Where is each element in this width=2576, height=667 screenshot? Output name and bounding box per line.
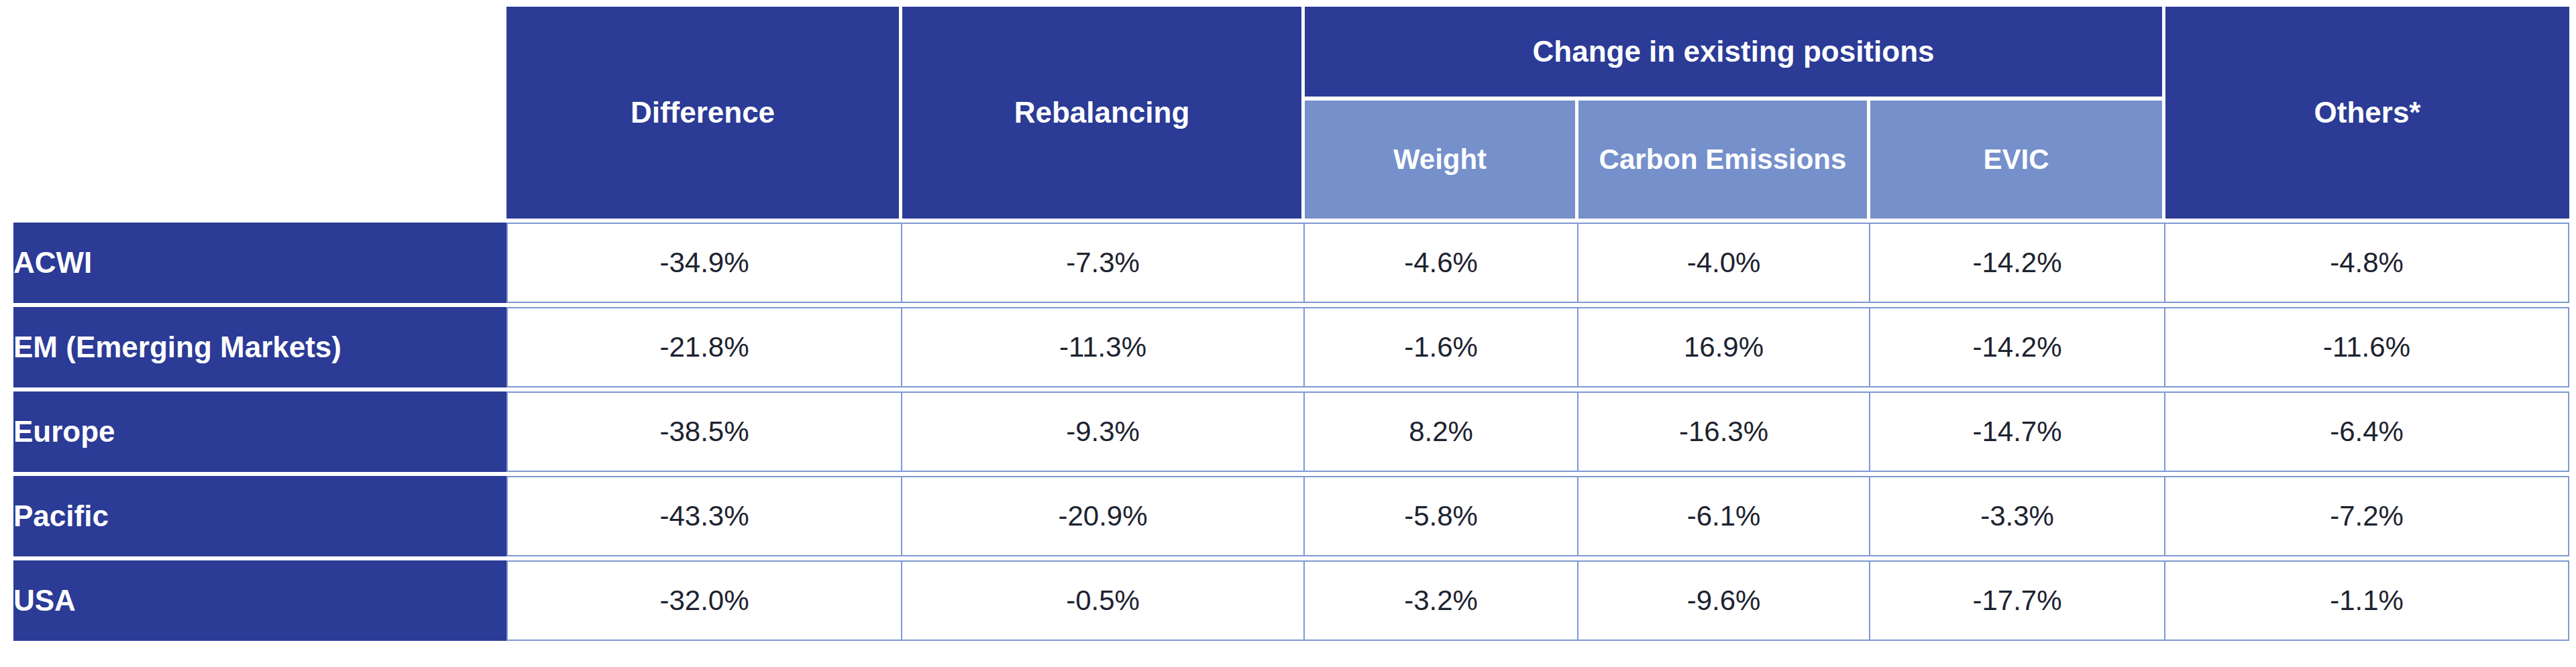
table-row-acwi: ACWI -34.9% -7.3% -4.6% -4.0% -14.2% -4.…: [13, 223, 2569, 303]
table-cell: -32.0%: [506, 560, 902, 641]
column-header-rebalancing: Rebalancing: [902, 7, 1305, 219]
table-container: Difference Rebalancing Change in existin…: [0, 0, 2576, 645]
table-cell: -3.3%: [1870, 476, 2165, 556]
table-cell: -16.3%: [1578, 391, 1870, 472]
column-header-difference: Difference: [506, 7, 902, 219]
row-header-europe: Europe: [13, 391, 506, 472]
table-cell: -9.3%: [902, 391, 1305, 472]
table-cell: -14.7%: [1870, 391, 2165, 472]
column-subheader-evic: EVIC: [1870, 101, 2165, 219]
table-cell: 16.9%: [1578, 307, 1870, 387]
table-row-pacific: Pacific -43.3% -20.9% -5.8% -6.1% -3.3% …: [13, 476, 2569, 556]
regions-change-table: Difference Rebalancing Change in existin…: [13, 3, 2569, 645]
table-row-usa: USA -32.0% -0.5% -3.2% -9.6% -17.7% -1.1…: [13, 560, 2569, 641]
table-cell: -20.9%: [902, 476, 1305, 556]
table-cell: -14.2%: [1870, 307, 2165, 387]
row-header-pacific: Pacific: [13, 476, 506, 556]
table-cell: -11.3%: [902, 307, 1305, 387]
table-cell: -9.6%: [1578, 560, 1870, 641]
table-cell: -17.7%: [1870, 560, 2165, 641]
table-cell: -7.3%: [902, 223, 1305, 303]
table-row-europe: Europe -38.5% -9.3% 8.2% -16.3% -14.7% -…: [13, 391, 2569, 472]
table-cell: -4.8%: [2165, 223, 2569, 303]
corner-cell: [13, 7, 506, 219]
table-cell: -38.5%: [506, 391, 902, 472]
row-header-acwi: ACWI: [13, 223, 506, 303]
table-cell: -1.1%: [2165, 560, 2569, 641]
table-cell: -3.2%: [1305, 560, 1578, 641]
column-subheader-carbon-emissions: Carbon Emissions: [1578, 101, 1870, 219]
row-header-usa: USA: [13, 560, 506, 641]
table-cell: -6.1%: [1578, 476, 1870, 556]
table-cell: -34.9%: [506, 223, 902, 303]
table-cell: -4.0%: [1578, 223, 1870, 303]
table-cell: 8.2%: [1305, 391, 1578, 472]
column-group-header-change-in-existing-positions: Change in existing positions: [1305, 7, 2165, 97]
table-cell: -1.6%: [1305, 307, 1578, 387]
table-cell: -6.4%: [2165, 391, 2569, 472]
table-cell: -5.8%: [1305, 476, 1578, 556]
column-subheader-weight: Weight: [1305, 101, 1578, 219]
table-row-em: EM (Emerging Markets) -21.8% -11.3% -1.6…: [13, 307, 2569, 387]
table-cell: -14.2%: [1870, 223, 2165, 303]
row-header-em: EM (Emerging Markets): [13, 307, 506, 387]
table-cell: -4.6%: [1305, 223, 1578, 303]
table-cell: -21.8%: [506, 307, 902, 387]
table-cell: -0.5%: [902, 560, 1305, 641]
table-cell: -43.3%: [506, 476, 902, 556]
table-cell: -11.6%: [2165, 307, 2569, 387]
column-header-others: Others*: [2165, 7, 2569, 219]
table-cell: -7.2%: [2165, 476, 2569, 556]
